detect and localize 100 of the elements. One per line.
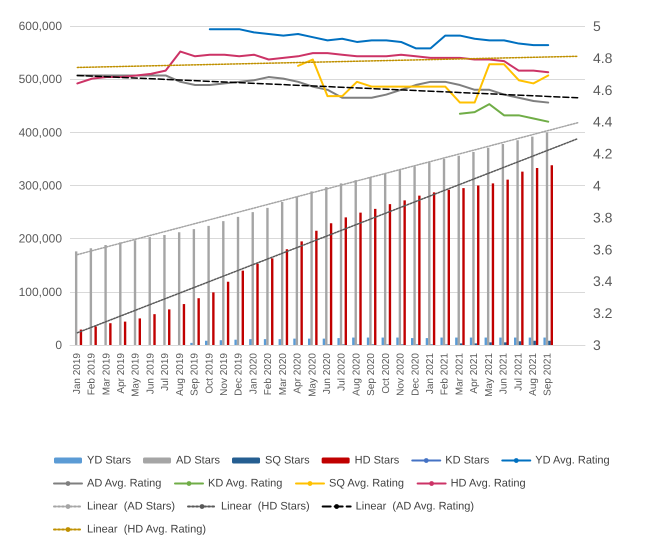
x-tick-label: May 2019: [130, 352, 142, 397]
x-tick-label: Dec 2020: [410, 352, 422, 396]
bar: [220, 340, 222, 345]
y-tick-label: 100,000: [18, 284, 62, 299]
legend-label: Linear (AD Stars): [87, 500, 176, 512]
legend-label: YD Avg. Rating: [535, 454, 610, 466]
x-tick-label: Apr 2020: [292, 352, 304, 394]
bar: [411, 338, 414, 345]
bar: [212, 292, 215, 345]
bar: [477, 186, 480, 345]
y-tick-label: 600,000: [18, 19, 62, 33]
bar: [418, 196, 421, 345]
x-tick-label: Feb 2020: [263, 352, 274, 396]
x-tick-label: Aug 2019: [174, 352, 186, 396]
y2-tick-label: 4.6: [593, 82, 613, 98]
y2-tick-label: 3: [593, 337, 601, 353]
x-tick-label: Jan 2020: [248, 352, 260, 394]
bar: [337, 338, 340, 345]
x-tick-label: Apr 2019: [116, 352, 127, 394]
y2-tick-label: 4.2: [593, 146, 613, 162]
line-series: [208, 28, 550, 50]
legend-label: Linear (AD Avg. Rating): [356, 500, 474, 512]
y2-tick-label: 3.2: [593, 305, 613, 322]
bar: [492, 183, 494, 345]
x-tick-label: Mar 2020: [278, 352, 289, 396]
legend-label: KD Stars: [445, 454, 490, 466]
x-tick-label: Jan 2019: [72, 352, 83, 394]
bar: [226, 282, 230, 345]
legend-label: HD Stars: [354, 454, 400, 466]
bar: [207, 226, 210, 345]
legend-label: HD Avg. Rating: [450, 478, 526, 490]
bar: [109, 323, 112, 345]
legend-label: Linear (HD Avg. Rating): [87, 524, 206, 536]
y-tick-label: 0: [55, 338, 62, 352]
legend-label: YD Stars: [87, 454, 132, 466]
y2-tick-label: 3.8: [593, 209, 613, 226]
bar: [205, 340, 208, 345]
x-tick-label: Aug 2020: [351, 352, 362, 396]
y-tick-label: 400,000: [18, 125, 62, 140]
bar: [440, 338, 443, 345]
x-tick-label: Sep 2020: [366, 352, 378, 396]
bar: [242, 270, 244, 345]
bar: [374, 208, 376, 345]
bar: [192, 229, 196, 345]
bar: [308, 338, 310, 345]
bar: [352, 338, 355, 345]
line-series: [76, 74, 550, 104]
y-tick-label: 500,000: [18, 72, 62, 86]
y2-tick-label: 3.4: [593, 273, 613, 290]
bar: [168, 309, 170, 345]
bar: [506, 180, 509, 345]
x-tick-label: Oct 2019: [204, 352, 216, 394]
bar: [536, 168, 538, 345]
x-tick-label: May 2020: [307, 352, 318, 397]
bar: [252, 212, 254, 345]
bar: [124, 322, 126, 345]
x-tick-label: Sep 2021: [542, 352, 554, 396]
y-tick-label: 200,000: [18, 232, 62, 246]
x-tick-label: Mar 2021: [454, 352, 466, 396]
legend-label: Linear (HD Stars): [221, 500, 310, 512]
x-tick-label: Oct 2020: [380, 352, 392, 394]
bar: [315, 230, 318, 345]
y-tick-label: 300,000: [18, 178, 62, 192]
bar: [448, 190, 450, 345]
y2-tick-label: 3.6: [593, 241, 613, 258]
bar: [388, 204, 392, 345]
bar: [94, 326, 97, 345]
legend-label: KD Avg. Rating: [208, 478, 282, 490]
bar: [382, 338, 384, 345]
bar: [455, 338, 458, 345]
bar: [366, 338, 370, 345]
y2-tick-label: 4: [593, 178, 601, 194]
bar: [178, 232, 180, 345]
x-tick-label: Sep 2019: [190, 352, 201, 396]
bar: [344, 217, 347, 345]
x-tick-label: Jul 2021: [513, 352, 524, 391]
x-tick-label: Jun 2021: [498, 352, 510, 394]
line-series: [458, 103, 550, 123]
bar: [234, 340, 237, 345]
x-tick-label: Aug 2021: [528, 352, 539, 396]
line-series: [76, 50, 550, 84]
x-tick-label: Feb 2021: [440, 352, 451, 396]
bar: [278, 339, 281, 345]
y2-tick-label: 4.8: [593, 50, 613, 66]
bar: [271, 258, 274, 345]
bar: [403, 200, 406, 345]
bar: [197, 298, 200, 345]
x-tick-label: Jul 2019: [160, 352, 172, 391]
bar: [550, 165, 553, 345]
bar: [426, 338, 428, 345]
legend-label: SQ Avg. Rating: [329, 478, 404, 490]
x-tick-label: Mar 2019: [101, 352, 112, 396]
x-tick-label: Jan 2021: [425, 352, 436, 394]
bar: [528, 338, 532, 345]
bar: [484, 338, 487, 345]
x-tick-label: Jun 2020: [322, 352, 333, 394]
x-tick-label: Nov 2020: [396, 352, 407, 396]
bar: [222, 221, 224, 345]
bar: [432, 192, 436, 345]
y2-tick-label: 4.4: [593, 114, 613, 130]
